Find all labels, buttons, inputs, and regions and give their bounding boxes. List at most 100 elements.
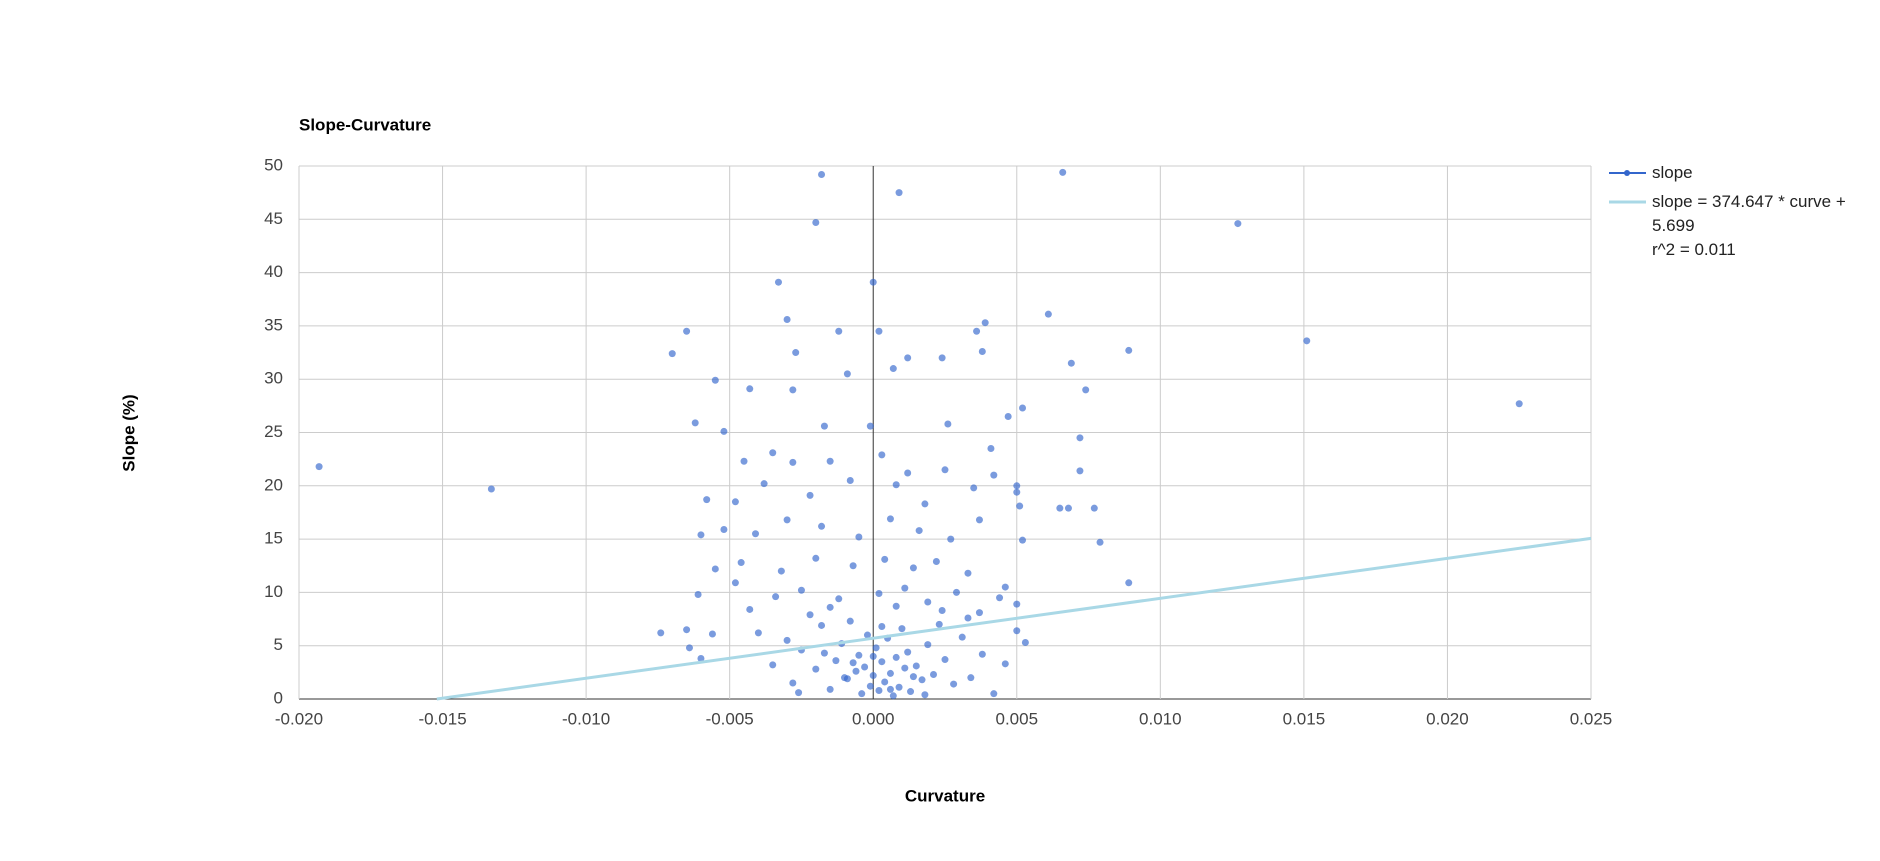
point	[1013, 488, 1021, 496]
y-tick-label: 20	[264, 475, 283, 494]
point	[898, 625, 906, 633]
point	[820, 422, 828, 430]
point	[1234, 220, 1242, 228]
point	[1001, 660, 1009, 668]
chart-title: Slope-Curvature	[299, 115, 431, 134]
point	[952, 588, 960, 596]
point	[783, 636, 791, 644]
point	[806, 491, 814, 499]
point	[924, 641, 932, 649]
point	[901, 664, 909, 672]
point	[892, 481, 900, 489]
point	[1019, 536, 1027, 544]
point	[843, 370, 851, 378]
y-tick-label: 25	[264, 422, 283, 441]
point	[975, 609, 983, 617]
point	[1096, 538, 1104, 546]
point	[683, 626, 691, 634]
point	[769, 661, 777, 669]
x-tick-label: -0.010	[562, 709, 610, 728]
point	[863, 631, 871, 639]
x-tick-label: 0.010	[1139, 709, 1182, 728]
point	[921, 691, 929, 699]
point	[978, 650, 986, 658]
point	[904, 354, 912, 362]
point	[812, 218, 820, 226]
y-tick-label: 15	[264, 529, 283, 548]
x-axis-label: Curvature	[905, 786, 985, 805]
point	[886, 685, 894, 693]
point	[806, 611, 814, 619]
point	[1019, 404, 1027, 412]
point	[855, 651, 863, 659]
point	[697, 654, 705, 662]
point	[789, 386, 797, 394]
x-tick-label: 0.020	[1426, 709, 1469, 728]
point	[685, 644, 693, 652]
legend-label: slope	[1652, 163, 1693, 182]
point	[1090, 504, 1098, 512]
point	[958, 633, 966, 641]
x-tick-label: 0.000	[852, 709, 895, 728]
point	[683, 327, 691, 335]
point	[855, 533, 863, 541]
point	[909, 564, 917, 572]
point	[849, 562, 857, 570]
point	[1056, 504, 1064, 512]
y-tick-label: 35	[264, 315, 283, 334]
x-tick-label: -0.015	[418, 709, 466, 728]
point	[841, 674, 849, 682]
point	[849, 659, 857, 667]
point	[970, 484, 978, 492]
point	[892, 653, 900, 661]
point	[878, 658, 886, 666]
point	[708, 630, 716, 638]
point	[869, 278, 877, 286]
y-tick-label: 10	[264, 582, 283, 601]
point	[777, 567, 785, 575]
point	[878, 451, 886, 459]
point	[904, 648, 912, 656]
point	[1013, 627, 1021, 635]
y-tick-label: 0	[274, 688, 283, 707]
point	[1082, 386, 1090, 394]
point	[889, 365, 897, 373]
point	[869, 672, 877, 680]
point	[691, 419, 699, 427]
point	[990, 690, 998, 698]
y-tick-label: 40	[264, 262, 283, 281]
legend-sublabel: r^2 = 0.011	[1652, 240, 1736, 259]
point	[852, 667, 860, 675]
point	[1303, 337, 1311, 345]
x-tick-label: -0.005	[706, 709, 754, 728]
point	[944, 420, 952, 428]
point	[835, 327, 843, 335]
point	[1001, 583, 1009, 591]
y-tick-label: 5	[274, 635, 283, 654]
point	[901, 584, 909, 592]
point	[835, 595, 843, 603]
point	[881, 555, 889, 563]
point	[731, 498, 739, 506]
point	[760, 480, 768, 488]
point	[826, 603, 834, 611]
point	[1076, 434, 1084, 442]
point	[737, 559, 745, 567]
point	[795, 689, 803, 697]
legend-label: slope = 374.647 * curve + 5.699	[1652, 192, 1846, 235]
point	[1076, 467, 1084, 475]
point	[792, 349, 800, 357]
point	[875, 589, 883, 597]
point	[861, 663, 869, 671]
point	[872, 644, 880, 652]
point	[987, 444, 995, 452]
point	[975, 516, 983, 524]
x-tick-label: 0.015	[1283, 709, 1326, 728]
point	[783, 516, 791, 524]
point	[720, 526, 728, 534]
point	[754, 629, 762, 637]
point	[935, 620, 943, 628]
y-axis-label: Slope (%)	[119, 394, 138, 471]
point	[820, 649, 828, 657]
